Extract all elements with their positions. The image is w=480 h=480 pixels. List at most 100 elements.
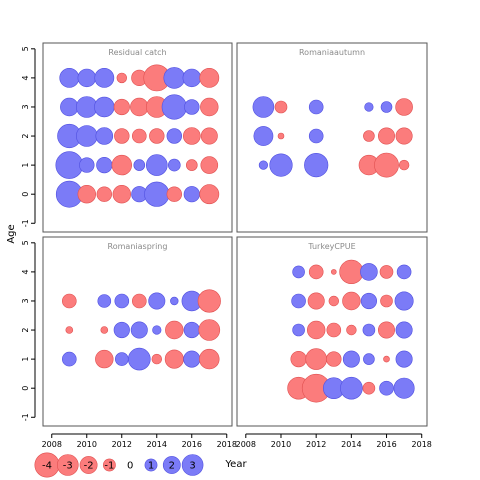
data-bubble	[200, 97, 219, 117]
y-tick-label: 2	[21, 327, 30, 332]
data-bubble	[183, 127, 201, 145]
data-bubble	[133, 159, 146, 171]
y-tick-label: 3	[21, 104, 30, 109]
data-bubble	[113, 321, 130, 339]
data-bubble	[252, 96, 275, 118]
panel-frame	[236, 236, 428, 427]
data-bubble	[94, 68, 115, 88]
data-bubble	[364, 102, 374, 112]
data-bubble	[199, 184, 220, 205]
data-bubble	[112, 185, 132, 204]
x-tick-label: 2016	[376, 440, 396, 449]
panel-frame	[42, 42, 233, 233]
data-bubble	[94, 96, 115, 118]
data-bubble	[76, 125, 98, 147]
data-bubble	[305, 348, 328, 370]
data-bubble	[65, 326, 74, 334]
x-tick-label: 2018	[217, 440, 237, 449]
panel-0: Residual catch	[42, 42, 233, 233]
legend-label: -1	[104, 461, 114, 472]
data-bubble	[111, 154, 133, 176]
data-bubble	[340, 376, 363, 400]
legend-label: -2	[84, 461, 94, 472]
data-bubble	[380, 101, 393, 113]
data-bubble	[200, 127, 218, 145]
data-bubble	[130, 321, 148, 339]
data-bubble	[363, 353, 375, 365]
data-bubble	[197, 289, 221, 313]
legend-bubble	[162, 456, 181, 474]
data-bubble	[383, 355, 390, 363]
x-tick-label: 2014	[341, 440, 361, 449]
legend-bubble	[181, 454, 204, 476]
data-bubble	[395, 98, 413, 116]
data-bubble	[308, 99, 324, 115]
x-tick-label: 2012	[306, 440, 326, 449]
data-bubble	[374, 152, 399, 178]
data-bubble	[96, 186, 113, 202]
data-bubble	[253, 126, 274, 146]
panel-2: Romaniaspring	[42, 236, 233, 427]
data-bubble	[328, 295, 339, 307]
legend-label: 1	[148, 461, 154, 472]
data-bubble	[62, 351, 77, 367]
panel-title: Romaniaautumn	[299, 48, 365, 57]
x-axis-title: Year	[224, 459, 247, 470]
y-tick-label: 0	[21, 386, 30, 391]
data-bubble	[292, 265, 305, 279]
data-bubble	[339, 259, 364, 285]
legend-bubble	[103, 458, 116, 472]
data-bubble	[326, 322, 342, 338]
data-bubble	[95, 127, 114, 145]
data-bubble	[166, 128, 183, 144]
data-bubble	[277, 132, 285, 140]
legend-bubble	[79, 456, 98, 474]
data-bubble	[184, 99, 200, 115]
data-bubble	[274, 100, 288, 114]
data-bubble	[164, 349, 184, 369]
data-bubble	[59, 68, 80, 88]
data-bubble	[395, 321, 413, 339]
data-bubble	[130, 97, 149, 117]
data-bubble	[163, 67, 186, 89]
y-tick-label: 2	[21, 133, 30, 138]
y-tick-label: 4	[21, 75, 30, 80]
data-bubble	[346, 324, 357, 336]
data-bubble	[115, 352, 129, 366]
data-bubble	[258, 160, 269, 170]
y-tick-label: 3	[21, 298, 30, 303]
panels-layer: Residual catch Romaniaautumn Romaniaspring…	[42, 42, 428, 427]
legend-bubble	[144, 458, 158, 472]
data-bubble	[307, 320, 326, 340]
x-tick-label: 2012	[112, 440, 132, 449]
data-bubble	[170, 296, 179, 306]
data-bubble	[161, 94, 187, 120]
data-bubble	[166, 186, 183, 202]
data-bubble	[292, 323, 305, 337]
data-bubble	[307, 292, 325, 310]
legend: -4 -3 -2 -1 0 1 2 3	[34, 452, 204, 478]
data-bubble	[183, 186, 200, 203]
data-bubble	[290, 351, 307, 368]
data-bubble	[379, 265, 394, 279]
legend-label: -3	[63, 461, 73, 472]
data-bubble	[183, 321, 200, 339]
data-bubble	[152, 325, 162, 335]
data-bubble	[114, 128, 130, 144]
data-bubble	[304, 153, 329, 178]
x-tick-label: 2008	[236, 440, 256, 449]
data-bubble	[100, 326, 109, 334]
panel-3: TurkeyCPUE	[236, 236, 428, 427]
x-tick-label: 2010	[77, 440, 97, 449]
data-bubble	[398, 159, 410, 171]
data-bubble	[114, 293, 130, 309]
data-bubble	[393, 377, 415, 399]
data-bubble	[377, 321, 395, 339]
data-bubble	[308, 128, 324, 144]
data-bubble	[342, 291, 361, 311]
data-bubble	[362, 381, 376, 395]
panel-frame	[236, 42, 428, 233]
data-bubble	[77, 68, 97, 88]
panel-frame	[42, 236, 233, 427]
